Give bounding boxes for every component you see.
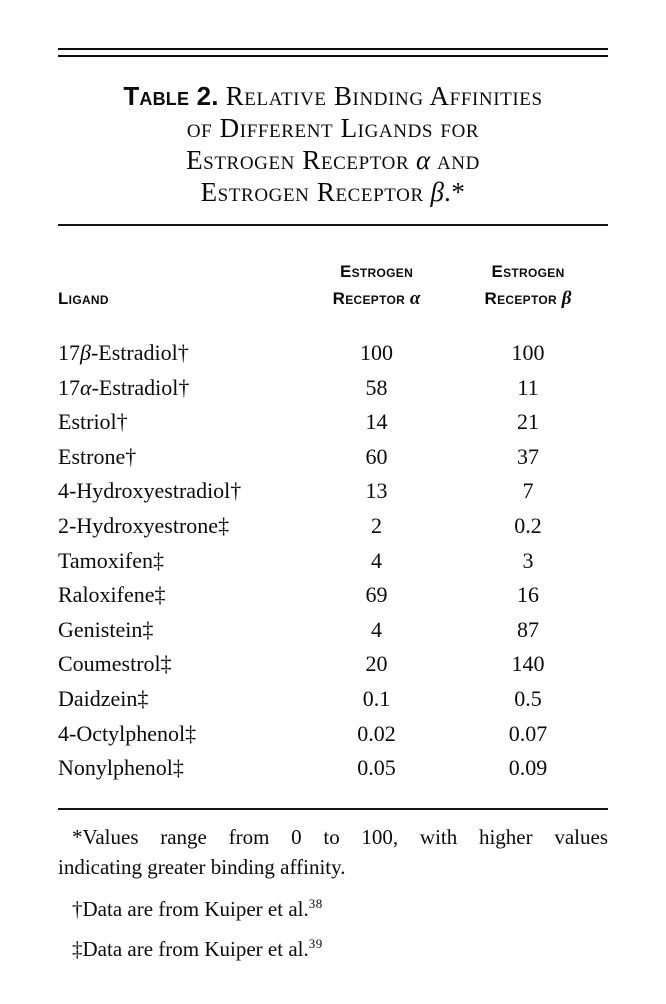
title-text: Relative Binding Affinities (225, 81, 543, 111)
ligand-cell: Estriol† (58, 409, 128, 435)
table-row: 2-Hydroxyestrone‡ 2 0.2 (58, 509, 608, 544)
reference-number: 39 (308, 936, 323, 951)
title-line-3: Estrogen Receptor α and (186, 145, 480, 175)
er-alpha-value: 20 (365, 651, 388, 677)
er-beta-value: 7 (522, 478, 534, 504)
ligand-cell: 4-Octylphenol‡ (58, 720, 197, 746)
table-row: Tamoxifen‡ 4 3 (58, 544, 608, 579)
er-beta-value: 37 (517, 443, 539, 469)
ligand-cell: Genistein‡ (58, 616, 154, 642)
table-row: Raloxifene‡ 69 16 (58, 578, 608, 613)
title-line-2: of Different Ligands for (186, 113, 480, 143)
table-title: Table 2. Relative Binding Affinities of D… (58, 80, 608, 208)
table-row: Genistein‡ 4 87 (58, 613, 608, 648)
table-row: Coumestrol‡ 20 140 (58, 647, 608, 682)
er-beta-value: 140 (511, 651, 545, 677)
er-alpha-value: 0.02 (357, 720, 396, 746)
er-beta-value: 11 (517, 374, 539, 400)
col-header-er-alpha: Estrogen Receptor α (332, 262, 421, 309)
ligand-cell: 17α-Estradiol† (58, 374, 190, 400)
footnote-double-dagger: ‡Data are from Kuiper et al.39 (72, 936, 323, 961)
ligand-cell: Nonylphenol‡ (58, 755, 184, 781)
table-row: Nonylphenol‡ 0.05 0.09 (58, 751, 608, 786)
ligand-cell: 2-Hydroxyestrone‡ (58, 512, 230, 538)
er-alpha-value: 14 (365, 409, 388, 435)
title-line-4: Estrogen Receptor β.* (200, 177, 466, 207)
table-bottom-rule (58, 808, 608, 810)
col-header-er-beta: Estrogen Receptor β (484, 262, 572, 309)
table-number-label: Table 2. (123, 81, 219, 111)
er-alpha-value: 13 (365, 478, 388, 504)
table-row: 4-Octylphenol‡ 0.02 0.07 (58, 717, 608, 752)
beta-symbol: β (430, 177, 444, 207)
table-body: 17β-Estradiol† 100 100 17α-Estradiol† 58… (58, 336, 608, 786)
er-beta-value: 100 (511, 340, 545, 365)
table-row: Daidzein‡ 0.1 0.5 (58, 682, 608, 717)
beta-symbol: β (561, 288, 572, 309)
er-alpha-value: 58 (365, 374, 388, 400)
alpha-symbol: α (416, 145, 431, 175)
table-footnotes: *Values range from 0 to 100, with higher… (58, 822, 608, 964)
footnote-dagger: †Data are from Kuiper et al.38 (72, 896, 323, 921)
er-alpha-value: 0.1 (362, 685, 391, 711)
ligand-cell: 4-Hydroxyestradiol† (58, 478, 242, 504)
table-row: Estrone† 60 37 (58, 440, 608, 475)
table-row: 17β-Estradiol† 100 100 (58, 336, 608, 371)
table-header-top-rule (58, 224, 608, 226)
er-beta-value: 0.07 (508, 720, 548, 746)
er-beta-value: 3 (522, 547, 534, 573)
table-row: 4-Hydroxyestradiol† 13 7 (58, 474, 608, 509)
er-beta-value: 0.5 (514, 685, 542, 711)
er-alpha-value: 69 (365, 582, 388, 608)
ligand-cell: Raloxifene‡ (58, 582, 166, 608)
table-row: Estriol† 14 21 (58, 405, 608, 440)
er-beta-value: 21 (517, 409, 539, 435)
er-beta-value: 16 (517, 582, 539, 608)
table-top-double-rule (58, 48, 608, 57)
footnote-star: *Values range from 0 to 100, with higher… (58, 825, 608, 879)
er-alpha-value: 4 (371, 616, 382, 642)
er-beta-value: 87 (517, 616, 539, 642)
ligand-cell: Estrone† (58, 443, 137, 469)
er-alpha-value: 2 (371, 512, 382, 538)
ligand-cell: Coumestrol‡ (58, 651, 172, 677)
er-alpha-value: 0.05 (357, 755, 396, 781)
er-alpha-value: 4 (371, 547, 382, 573)
ligand-cell: Tamoxifen‡ (58, 547, 164, 573)
er-alpha-value: 100 (360, 340, 393, 365)
reference-number: 38 (308, 896, 323, 911)
table-header-row: Ligand Estrogen Receptor α Estrogen Rece… (58, 258, 608, 312)
er-beta-value: 0.09 (508, 755, 548, 781)
ligand-cell: Daidzein‡ (58, 685, 149, 711)
table-row: 17α-Estradiol† 58 11 (58, 371, 608, 406)
ligand-cell: 17β-Estradiol† (58, 340, 189, 365)
er-beta-value: 0.2 (514, 512, 542, 538)
col-header-ligand: Ligand (58, 289, 109, 308)
alpha-symbol: α (409, 288, 421, 309)
title-line-1: Table 2. Relative Binding Affinities (58, 80, 608, 112)
er-alpha-value: 60 (365, 443, 388, 469)
